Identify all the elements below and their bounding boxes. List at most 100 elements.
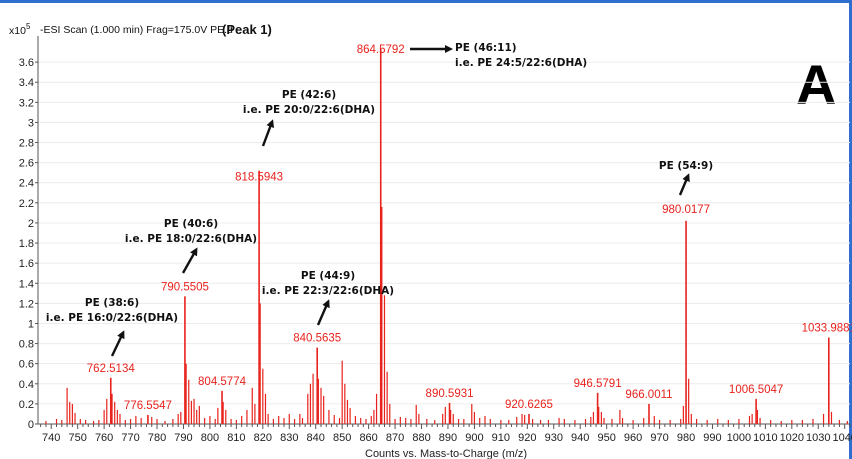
- x-tick-label: 790: [174, 432, 192, 444]
- annotation: PE (54:9): [659, 160, 713, 196]
- peak-series: [45, 49, 848, 424]
- y-tick-label: 0.6: [19, 359, 34, 371]
- y-tick-label: 2.2: [19, 198, 34, 210]
- y-tick-label: 2.6: [19, 158, 34, 170]
- x-tick-label: 740: [42, 432, 60, 444]
- annotation: PE (38:6) i.e. PE 16:0/22:6(DHA): [46, 297, 178, 357]
- y-tick-label: 1.4: [19, 278, 34, 290]
- x-tick-labels: 740 750 760 770 780 790 800 810 820 830 840 850 860 8…: [40, 424, 852, 444]
- x-tick-label: 850: [333, 432, 351, 444]
- annotation: PE (42:6) i.e. PE 20:0/22:6(DHA): [243, 89, 375, 147]
- y-tick-label: 3.6: [19, 57, 34, 69]
- peak-label: 776.5547: [124, 400, 172, 412]
- x-tick-label: 1030: [806, 432, 830, 444]
- x-tick-label: 780: [148, 432, 166, 444]
- x-tick-label: 830: [280, 432, 298, 444]
- panel-letter: A: [796, 53, 836, 116]
- x-tick-label: 900: [465, 432, 483, 444]
- peak-label: 980.0177: [662, 204, 710, 216]
- y-tick-label: 1: [28, 318, 34, 330]
- peak-label: 966.0011: [625, 389, 672, 401]
- y-scale-label: x105: [9, 22, 31, 37]
- x-tick-label: 1000: [727, 432, 751, 444]
- y-tick-label: 0: [28, 419, 34, 431]
- annotations: PE (38:6) i.e. PE 16:0/22:6(DHA) PE (40:6)…: [46, 42, 713, 357]
- annotation-line: PE (38:6): [85, 297, 139, 309]
- annotation-line: PE (42:6): [282, 89, 336, 101]
- annotation-line: i.e. PE 24:5/22:6(DHA): [455, 57, 587, 69]
- x-tick-label: 750: [68, 432, 86, 444]
- y-tick-label: 0.2: [19, 399, 34, 411]
- y-tick-label: 2.4: [19, 178, 34, 190]
- x-tick-label: 920: [518, 432, 536, 444]
- peak-label: 818.5943: [235, 172, 283, 184]
- y-tick-labels: 0 0.2 0.4 0.6 0.8 1 1.2 1.4 1.6 1.8 2 2.2 2.4 2.6 2.8 3…: [19, 57, 38, 431]
- axes: [37, 36, 850, 425]
- annotation: PE (46:11) i.e. PE 24:5/22:6(DHA): [410, 42, 587, 69]
- annotation-arrow: [678, 173, 690, 196]
- peak-labels: 762.5134 776.5547 790.5505 804.5774 818.5943…: [87, 44, 852, 412]
- x-tick-label: 810: [227, 432, 245, 444]
- peak-label: 790.5505: [161, 281, 209, 293]
- annotation-arrow: [110, 330, 125, 357]
- y-tick-label: 1.6: [19, 258, 34, 270]
- peak-label: 762.5134: [87, 363, 136, 375]
- frame-right-border: [849, 0, 852, 459]
- y-tick-label: 3.2: [19, 97, 34, 109]
- scan-header: -ESI Scan (1.000 min) Frag=175.0V PE.d: [40, 24, 233, 36]
- y-tick-label: 0.4: [19, 379, 34, 391]
- x-axis-label: Counts vs. Mass-to-Charge (m/z): [365, 448, 527, 459]
- annotation: PE (40:6) i.e. PE 18:0/22:6(DHA): [125, 218, 257, 274]
- x-tick-label: 940: [571, 432, 589, 444]
- x-tick-label: 760: [95, 432, 113, 444]
- peak-label: 946.5791: [574, 378, 622, 390]
- x-tick-label: 960: [624, 432, 642, 444]
- frame-top-border: [0, 0, 852, 3]
- x-tick-label: 950: [597, 432, 615, 444]
- x-tick-label: 890: [439, 432, 457, 444]
- annotation-line: i.e. PE 18:0/22:6(DHA): [125, 233, 257, 245]
- peak-label: 890.5931: [426, 388, 474, 400]
- y-tick-label: 1.2: [19, 298, 34, 310]
- x-tick-label: 970: [650, 432, 668, 444]
- x-tick-label: 980: [677, 432, 695, 444]
- y-tick-label: 2: [28, 218, 34, 230]
- annotation-line: i.e. PE 22:3/22:6(DHA): [262, 285, 394, 297]
- peak-label: 920.6265: [505, 399, 553, 411]
- y-grid: [38, 61, 850, 405]
- x-tick-label: 910: [492, 432, 510, 444]
- x-tick-label: 1010: [753, 432, 777, 444]
- y-tick-label: 3: [28, 117, 34, 129]
- annotation-line: i.e. PE 20:0/22:6(DHA): [243, 104, 375, 116]
- y-tick-label: 3.4: [19, 77, 34, 89]
- annotation-line: PE (54:9): [659, 160, 713, 172]
- peak-label: 840.5635: [293, 333, 341, 345]
- x-tick-label: 880: [412, 432, 430, 444]
- x-tick-label: 820: [254, 432, 272, 444]
- annotation-line: PE (40:6): [164, 218, 218, 230]
- annotation-line: PE (46:11): [455, 42, 517, 54]
- peak-label: 1006.5047: [729, 384, 783, 396]
- x-tick-label: 1020: [780, 432, 804, 444]
- annotation-arrow: [261, 119, 274, 147]
- x-tick-label: 930: [545, 432, 563, 444]
- annotation-line: PE (44:9): [301, 270, 355, 282]
- annotation-arrow: [181, 247, 198, 274]
- x-tick-label: 860: [359, 432, 377, 444]
- annotation-line: i.e. PE 16:0/22:6(DHA): [46, 312, 178, 324]
- x-tick-label: 870: [386, 432, 404, 444]
- peak-label: 864.5792: [357, 44, 405, 56]
- peak-label: 1033.9881: [802, 323, 852, 335]
- y-tick-label: 0.8: [19, 339, 34, 351]
- x-tick-label: 840: [307, 432, 325, 444]
- peak-label: 804.5774: [198, 376, 247, 388]
- y-tick-label: 2.8: [19, 138, 34, 150]
- x-tick-label: 990: [703, 432, 721, 444]
- annotation-arrow: [316, 299, 330, 326]
- x-tick-label: 800: [201, 432, 219, 444]
- chart-title: (Peak 1): [222, 22, 272, 37]
- y-tick-label: 1.8: [19, 238, 34, 250]
- x-tick-label: 770: [121, 432, 139, 444]
